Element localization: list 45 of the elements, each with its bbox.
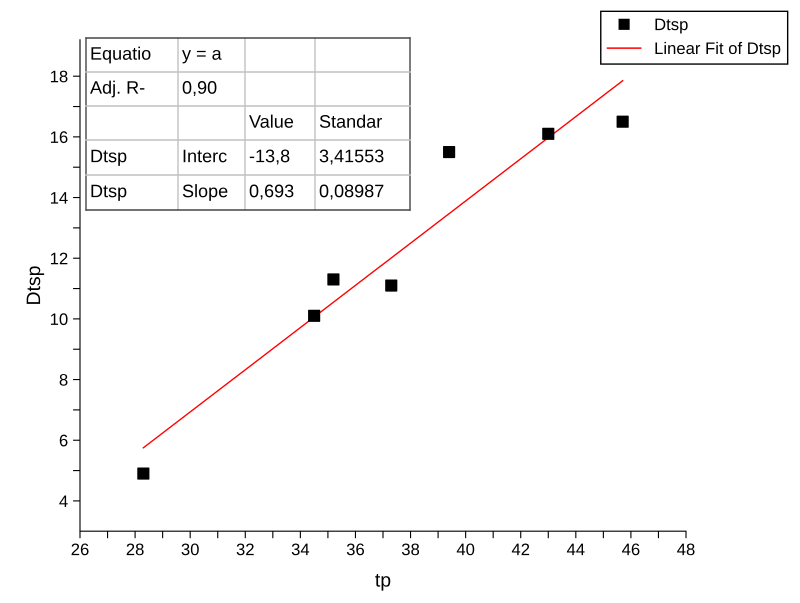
annotation: Slope [182, 184, 228, 201]
annotation: y = a [182, 50, 222, 64]
annotation: 0,90 [182, 81, 216, 96]
x-tick-label: 30 [182, 543, 199, 556]
y-tick-label: 18 [50, 70, 68, 82]
x-tick-label: 48 [677, 543, 695, 556]
y-tick-label: 14 [50, 192, 68, 204]
annotation: Standar [320, 114, 382, 128]
x-tick-label: 42 [512, 543, 530, 556]
annotation: 0,08987 [320, 184, 384, 200]
y-tick-label: 12 [50, 252, 68, 264]
x-tick-label: 36 [346, 543, 364, 556]
y-axis-title: Dtsp [26, 266, 44, 304]
point [137, 468, 150, 480]
x-tick-label: 40 [456, 543, 474, 556]
x-tick-label: 28 [126, 543, 144, 556]
annotation: Interc [184, 150, 227, 162]
y-tick-label: 10 [50, 313, 68, 326]
x-tick-label: 32 [236, 543, 254, 556]
x-axis-title: tp [375, 574, 390, 591]
legend-label: Dtsp [655, 18, 688, 34]
x-tick-label: 44 [566, 544, 585, 556]
annotation: Equatio [91, 46, 150, 64]
point [542, 128, 554, 140]
point [443, 146, 456, 158]
point [308, 310, 320, 322]
annotation: Value [249, 114, 294, 128]
y-tick-label: 6 [60, 434, 68, 446]
y-tick-label: 16 [50, 131, 68, 144]
point [385, 279, 398, 292]
point [327, 273, 340, 286]
annotation: Dtsp [91, 184, 126, 201]
legend-label: Linear Fit of Dtsp [655, 42, 780, 58]
annotation: Adj. R- [90, 80, 144, 98]
point [616, 116, 629, 128]
annotation: 0,693 [250, 184, 294, 200]
annotation: -13,8 [250, 150, 290, 164]
annotation: Dtsp [91, 150, 126, 166]
y-tick-label: 8 [60, 374, 68, 386]
y-tick-label: 4 [59, 495, 68, 507]
annotation: 3,41553 [320, 150, 384, 164]
x-tick-label: 38 [402, 543, 420, 556]
x-tick-label: 34 [292, 543, 310, 556]
x-tick-label: 26 [72, 543, 89, 556]
x-tick-label: 46 [622, 543, 640, 556]
